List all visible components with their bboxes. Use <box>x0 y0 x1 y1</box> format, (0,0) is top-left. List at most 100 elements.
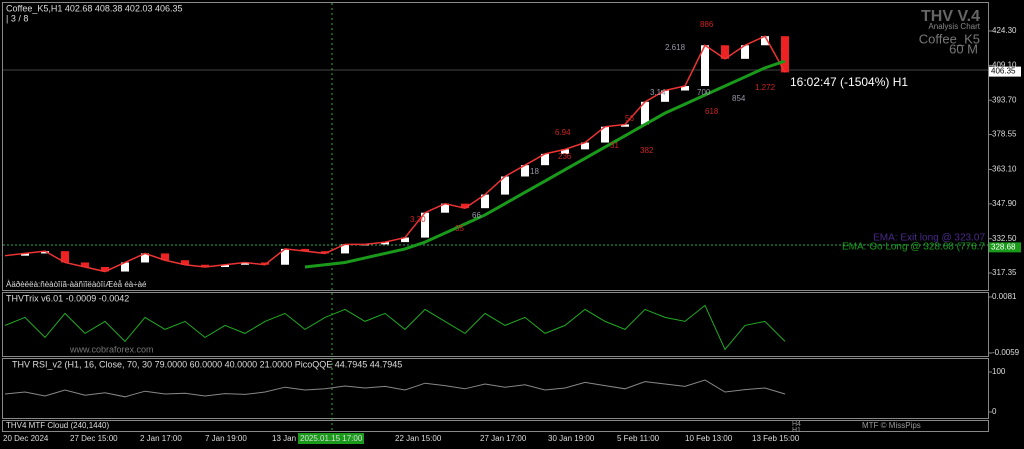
y-tick-label: 0.0081 <box>992 292 1017 301</box>
y-tick-label: 100 <box>992 367 1006 376</box>
tf-label: H4 <box>792 421 801 428</box>
candle <box>321 251 329 254</box>
fib-label: 3.30 <box>410 215 426 224</box>
current-price: 406.35 <box>991 67 1016 76</box>
time-label: 5 Feb 11:00 <box>617 434 660 443</box>
fib-label: 382 <box>640 146 654 155</box>
symbol: Coffee_K5 <box>919 31 980 46</box>
timer: 16:02:47 (-1504%) H1 <box>790 75 908 89</box>
candle <box>461 203 469 209</box>
time-label: 7 Jan 19:00 <box>205 434 247 443</box>
series-line <box>4 304 786 351</box>
candle <box>161 253 169 261</box>
y-tick-label: 424.30 <box>992 26 1017 35</box>
rsi-title: THV RSI_v2 (H1, 16, Close, 70, 30 79.000… <box>12 359 402 369</box>
time-label: 13 Jan <box>272 434 296 443</box>
brand-sub: Analysis Chart <box>928 22 980 31</box>
candle <box>61 251 69 263</box>
fib-label: 1.272 <box>755 83 776 92</box>
fib-label: 2.618 <box>665 43 686 52</box>
time-label: 2 Jan 17:00 <box>140 434 182 443</box>
watermark: www.cobraforex.com <box>69 344 154 354</box>
count: | 3 / 8 <box>6 13 28 23</box>
fib-label: 618 <box>705 107 719 116</box>
y-tick-label: 347.90 <box>992 199 1017 208</box>
time-label: 20 Dec 2024 <box>3 434 49 443</box>
time-label: 30 Jan 19:00 <box>548 434 595 443</box>
fib-label: 886 <box>700 20 714 29</box>
candle <box>81 262 89 268</box>
candle <box>741 45 749 59</box>
price-box <box>989 66 1021 77</box>
candle <box>101 267 109 272</box>
candle <box>341 244 349 254</box>
candle <box>241 262 249 265</box>
candle <box>621 124 629 127</box>
time-label: 2025.01.15 17:00 <box>300 434 363 443</box>
fib-label: 56 <box>625 114 634 123</box>
series-line <box>304 59 786 269</box>
candle <box>221 264 229 268</box>
candle <box>181 260 189 265</box>
time-highlight <box>298 433 364 444</box>
tf-label: H1 <box>792 427 801 434</box>
price-box <box>989 242 1021 253</box>
candle <box>261 262 269 265</box>
candle <box>201 264 209 268</box>
candle <box>541 153 549 166</box>
y-tick-label: 0 <box>992 407 997 416</box>
candle <box>381 242 389 245</box>
candle <box>601 126 609 143</box>
candle <box>281 248 289 265</box>
fib-label: 66 <box>472 211 481 220</box>
candle <box>661 90 669 102</box>
series-line <box>4 379 786 398</box>
y-tick-label: 409.10 <box>992 61 1017 70</box>
garbled-note: Àäðèëëà:ñèàòîíã-àäñïîëàòîíÆèå éà÷àé <box>6 280 147 289</box>
candle <box>41 251 49 254</box>
y-tick-label: -0.0059 <box>992 348 1020 357</box>
fib-label: 236 <box>558 152 572 161</box>
candle <box>421 212 429 238</box>
candle <box>701 45 709 86</box>
y-tick-label: 317.35 <box>992 268 1017 277</box>
candle <box>641 101 649 125</box>
y-tick-label: 393.70 <box>992 95 1017 104</box>
candle <box>581 142 589 150</box>
candle <box>441 203 449 213</box>
exit-long: EMA: Exit long @ 323.07 <box>873 233 985 244</box>
fib-label: 3.14 <box>650 88 666 97</box>
candle <box>561 149 569 154</box>
time-label: 27 Dec 15:00 <box>70 434 118 443</box>
candle <box>501 176 509 195</box>
time-label: 10 Feb 13:00 <box>685 434 733 443</box>
timeframe: 60 M <box>949 41 978 56</box>
fib-label: 31 <box>610 141 619 150</box>
candle <box>781 36 789 73</box>
y-tick-label: 332.50 <box>992 234 1017 243</box>
candle <box>121 262 129 272</box>
symbol-line: Coffee_K5,H1 402.68 408.38 402.03 406.35 <box>6 3 182 13</box>
go-long: EMA: Go Long @ 328.68 (776.7 <box>842 242 985 253</box>
fib-label: 18 <box>530 167 539 176</box>
candle <box>21 253 29 256</box>
time-label: 27 Jan 17:00 <box>480 434 527 443</box>
candle <box>301 248 309 252</box>
candle <box>481 194 489 209</box>
candle <box>721 45 729 59</box>
trix-title: THVTrix v6.01 -0.0009 -0.0042 <box>6 293 129 303</box>
cloud-title: THV4 MTF Cloud (240,1440) <box>6 421 109 430</box>
fib-label: 6.94 <box>555 128 571 137</box>
candle <box>681 85 689 91</box>
candle <box>401 237 409 243</box>
fib-label: 700 <box>697 88 711 97</box>
fib-label: 35 <box>455 224 464 233</box>
brand: THV V.4 <box>921 8 980 25</box>
go-long-price: 328.68 <box>991 242 1016 251</box>
y-tick-label: 363.10 <box>992 165 1017 174</box>
time-label: 13 Feb 15:00 <box>752 434 800 443</box>
time-label: 22 Jan 15:00 <box>395 434 442 443</box>
y-tick-label: 378.55 <box>992 130 1017 139</box>
series-line <box>4 35 786 273</box>
